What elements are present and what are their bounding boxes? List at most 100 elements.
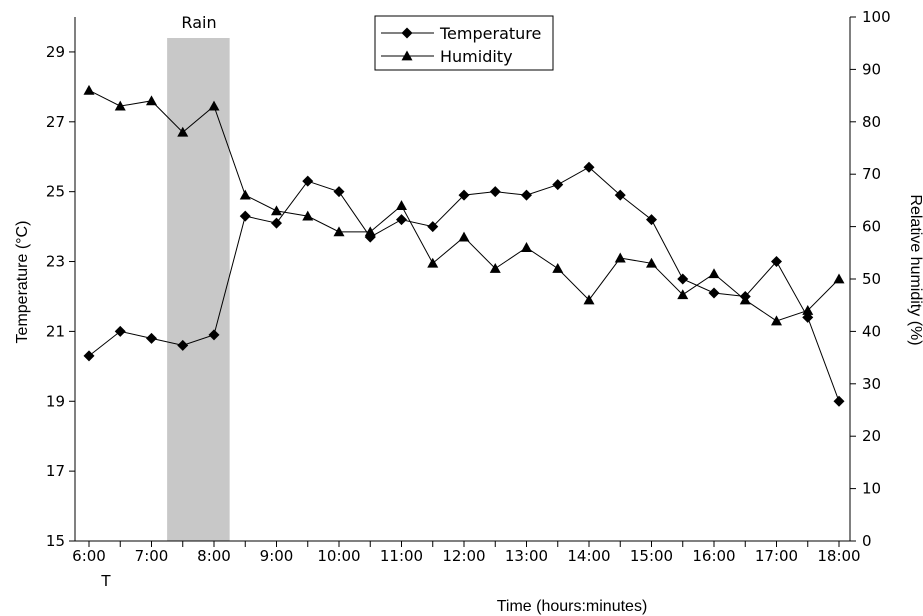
data-point-humidity (708, 268, 720, 279)
data-point-humidity (271, 205, 282, 216)
left-tick-label: 27 (46, 113, 65, 131)
data-point-humidity (239, 189, 251, 200)
right-tick-label: 20 (862, 427, 881, 445)
data-point-humidity (396, 200, 407, 211)
data-point-temperature (427, 221, 439, 233)
data-point-humidity (427, 257, 439, 268)
data-point-temperature (614, 189, 626, 201)
x-tick-label: 17:00 (755, 547, 798, 565)
right-tick-label: 0 (862, 532, 872, 550)
x-tick-label: 10:00 (317, 547, 360, 565)
data-point-humidity (614, 252, 626, 263)
right-tick-label: 80 (862, 113, 881, 131)
right-tick-label: 40 (862, 322, 881, 340)
right-tick-label: 90 (862, 60, 881, 78)
right-tick-label: 30 (862, 375, 881, 393)
series-layer (83, 84, 845, 407)
right-tick-label: 70 (862, 165, 881, 183)
right-tick-label: 60 (862, 218, 881, 236)
legend-marker (401, 50, 413, 61)
series-humidity (83, 84, 845, 326)
data-point-temperature (708, 287, 720, 299)
x-marker-label: T (100, 572, 111, 590)
data-point-humidity (646, 257, 657, 268)
x-tick-label: 9:00 (260, 547, 294, 565)
data-point-temperature (302, 175, 314, 187)
x-tick-label: 13:00 (505, 547, 548, 565)
data-point-temperature (271, 217, 282, 229)
data-point-humidity (833, 273, 845, 284)
right-tick-label: 10 (862, 480, 881, 498)
x-axis-ticks: 6:00 7:00 8:00 9:00 10:00 11:00 12:00 13:00 14:0… (72, 541, 861, 565)
x-tick-label: 11:00 (380, 547, 423, 565)
left-tick-label: 21 (46, 322, 65, 340)
x-tick-label: 6:00 (72, 547, 106, 565)
right-tick-label: 100 (862, 8, 891, 26)
data-point-humidity (739, 294, 751, 305)
data-point-humidity (302, 210, 314, 221)
data-point-humidity (364, 226, 376, 237)
data-point-temperature (521, 189, 532, 201)
x-tick-label: 8:00 (197, 547, 231, 565)
legend-box (374, 15, 554, 71)
data-point-humidity (521, 242, 532, 252)
x-tick-label: 7:00 (135, 547, 169, 565)
data-point-humidity (333, 226, 345, 237)
series-temperature (83, 161, 845, 407)
data-point-temperature (833, 395, 845, 407)
right-axis-ticks: 0 10 20 30 40 50 60 70 80 90 100 (850, 8, 891, 550)
legend-label: Temperature (439, 24, 541, 43)
data-point-humidity (146, 95, 157, 106)
left-tick-label: 29 (46, 43, 65, 61)
data-point-temperature (114, 325, 126, 337)
data-point-humidity (677, 289, 689, 300)
left-tick-label: 25 (46, 183, 65, 201)
data-point-humidity (114, 100, 126, 111)
x-tick-label: 18:00 (817, 547, 860, 565)
right-axis-label: Relative humidity (%) (907, 194, 923, 345)
left-axis-ticks: 15 17 19 21 23 25 27 29 (46, 43, 75, 550)
rain-band (167, 38, 230, 541)
data-point-temperature (489, 186, 501, 198)
data-point-humidity (83, 84, 95, 95)
data-point-temperature (677, 273, 689, 285)
data-point-humidity (177, 126, 189, 137)
legend: Temperature Humidity (374, 15, 554, 71)
x-axis-label: Time (hours:minutes) (497, 598, 648, 615)
data-point-temperature (771, 256, 782, 268)
data-point-temperature (177, 339, 189, 351)
rain-label: Rain (181, 13, 216, 32)
data-point-humidity (208, 100, 220, 111)
left-tick-label: 17 (46, 462, 65, 480)
data-point-temperature (239, 210, 251, 222)
data-point-temperature (208, 329, 220, 341)
data-point-humidity (583, 294, 595, 305)
data-point-temperature (552, 179, 564, 191)
left-tick-label: 19 (46, 392, 65, 410)
data-point-humidity (802, 304, 814, 315)
data-point-temperature (83, 350, 95, 362)
data-point-temperature (146, 332, 157, 344)
rain-shaded-region (167, 38, 230, 541)
data-point-temperature (583, 161, 595, 173)
data-point-temperature (646, 214, 657, 226)
x-tick-label: 16:00 (692, 547, 735, 565)
x-tick-label: 14:00 (567, 547, 610, 565)
right-tick-label: 50 (862, 270, 881, 288)
data-point-temperature (333, 186, 345, 198)
legend-marker (401, 27, 413, 39)
left-tick-label: 15 (46, 532, 65, 550)
x-tick-label: 12:00 (442, 547, 485, 565)
data-point-temperature (396, 214, 407, 226)
left-axis-label: Temperature (°C) (14, 221, 31, 344)
data-point-humidity (489, 263, 501, 273)
data-point-humidity (458, 231, 470, 242)
x-tick-label: 15:00 (630, 547, 673, 565)
legend-label: Humidity (440, 47, 513, 66)
data-point-temperature (458, 189, 470, 201)
left-tick-label: 23 (46, 253, 65, 271)
data-point-humidity (771, 315, 782, 326)
data-point-humidity (552, 263, 564, 273)
